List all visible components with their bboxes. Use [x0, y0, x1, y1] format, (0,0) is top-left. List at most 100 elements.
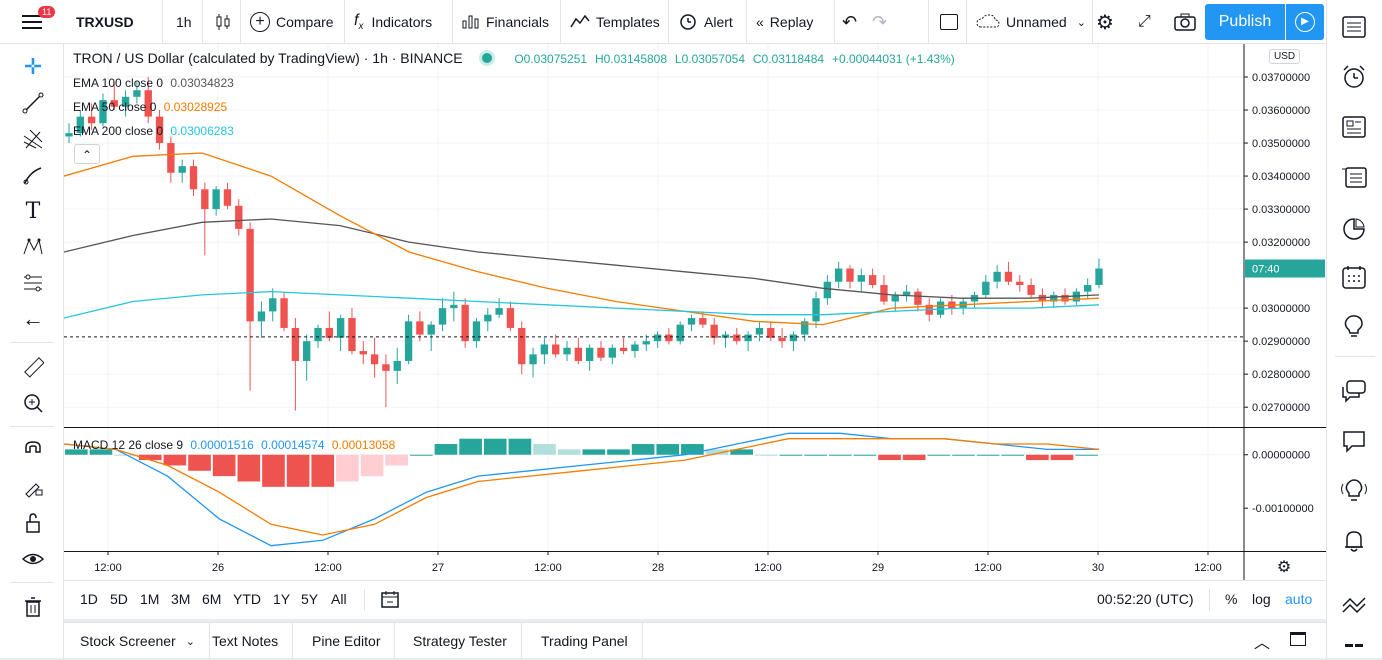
market-status-dot	[482, 53, 493, 63]
arrow-left-icon[interactable]: ←	[22, 306, 44, 331]
range-1d[interactable]: 1D	[80, 591, 98, 607]
axis-settings-gear-icon[interactable]: ⚙	[1277, 559, 1291, 576]
currency-label[interactable]: USD	[1269, 49, 1301, 64]
ema50-legend[interactable]: EMA 50 close 0 0.03028925	[73, 100, 227, 114]
calendar-icon[interactable]	[1339, 262, 1369, 292]
zoom-in-icon[interactable]	[20, 390, 46, 416]
play-button[interactable]: ▶	[1286, 4, 1324, 40]
collapse-legend-button[interactable]: ⌃	[74, 144, 100, 164]
ideas-lightbulb-icon[interactable]	[1339, 312, 1369, 342]
range-5y[interactable]: 5Y	[301, 591, 319, 607]
percent-toggle[interactable]: %	[1225, 591, 1238, 607]
interval-button[interactable]: 1h	[176, 14, 192, 30]
candle-type-icon[interactable]	[214, 0, 232, 44]
macd-histogram-bar	[360, 454, 384, 477]
macd-legend[interactable]: MACD 12 26 close 9 0.00001516 0.00014574…	[73, 438, 395, 452]
alarm-clock-icon[interactable]	[1339, 62, 1369, 92]
order-panel-icon[interactable]	[1339, 590, 1369, 620]
chart-canvas[interactable]: 0.03700000 0.03600000 0.03500000 0.03400000…	[64, 44, 1326, 580]
undo-icon[interactable]: ↶	[842, 11, 858, 32]
magnet-icon[interactable]	[20, 438, 46, 464]
lock-drawing-icon[interactable]	[20, 474, 46, 500]
streams-icon[interactable]	[1339, 476, 1369, 506]
layout-name-button[interactable]: Unnamed ⌄	[976, 0, 1086, 44]
range-1m[interactable]: 1M	[140, 591, 160, 607]
candle-body	[518, 327, 526, 365]
data-window-icon[interactable]	[1339, 162, 1369, 192]
ema200-legend[interactable]: EMA 200 close 0 0.03006283	[73, 124, 234, 138]
text-tool-icon[interactable]: T	[25, 198, 41, 224]
collapse-panel-icon[interactable]: ︿	[1254, 635, 1271, 652]
menu-icon[interactable]	[22, 0, 42, 44]
macd-histogram-bar	[410, 454, 433, 456]
time-tick-label: 28	[652, 562, 664, 574]
tab-pine-editor-label: Pine Editor	[312, 633, 381, 649]
redo-icon[interactable]: ↷	[872, 11, 888, 32]
prediction-icon[interactable]	[20, 270, 46, 296]
eye-icon[interactable]	[20, 546, 46, 572]
news-icon[interactable]	[1339, 112, 1369, 142]
pattern-icon[interactable]	[20, 234, 46, 260]
tab-strategy-tester[interactable]: Strategy Tester	[399, 623, 522, 659]
goto-date-icon[interactable]	[380, 589, 400, 612]
symbol-search[interactable]: TRXUSD	[76, 14, 134, 30]
candle-body	[291, 327, 300, 361]
candle-body	[1016, 281, 1024, 286]
tab-pine-editor[interactable]: Pine Editor	[298, 623, 396, 659]
crosshair-icon[interactable]: ✛	[23, 54, 43, 79]
chart-area[interactable]: 0.03700000 0.03600000 0.03500000 0.03400000…	[64, 44, 1326, 619]
fullscreen-icon[interactable]: ⤢	[1138, 13, 1151, 30]
bar-chart-icon	[462, 13, 480, 32]
tab-trading-panel[interactable]: Trading Panel	[527, 623, 643, 659]
ema100-legend[interactable]: EMA 100 close 0 0.03034823	[73, 76, 234, 90]
compare-button[interactable]: + Compare	[250, 0, 334, 44]
alert-button[interactable]: Alert	[678, 0, 733, 44]
candle-body	[416, 321, 424, 335]
publish-button[interactable]: Publish	[1205, 4, 1285, 40]
range-5d[interactable]: 5D	[110, 591, 128, 607]
candle-body	[438, 308, 447, 325]
range-3m[interactable]: 3M	[171, 591, 191, 607]
brush-icon[interactable]	[20, 162, 46, 188]
dom-icon[interactable]	[1339, 630, 1369, 660]
candle-body	[552, 344, 560, 355]
pitchfork-icon[interactable]	[20, 126, 46, 152]
range-ytd[interactable]: YTD	[233, 591, 261, 607]
layout-name-label: Unnamed	[1006, 14, 1067, 30]
macd-histogram-bar	[607, 449, 630, 455]
templates-button[interactable]: Templates	[570, 0, 660, 44]
range-all[interactable]: All	[331, 591, 347, 607]
trash-icon[interactable]	[20, 594, 46, 620]
financials-button[interactable]: Financials	[462, 0, 549, 44]
notifications-bell-icon[interactable]	[1339, 526, 1369, 556]
fullscreen-layout-icon[interactable]	[940, 0, 958, 44]
hotlist-icon[interactable]	[1339, 214, 1369, 244]
tab-text-notes[interactable]: Text Notes	[198, 623, 294, 659]
candle-body	[653, 334, 662, 342]
ruler-icon[interactable]	[20, 354, 46, 380]
macd-histogram-bar	[705, 449, 729, 455]
utc-clock[interactable]: 00:52:20 (UTC)	[1097, 591, 1194, 607]
trend-line-icon[interactable]	[20, 90, 46, 116]
watchlist-icon[interactable]	[1339, 12, 1369, 42]
auto-toggle[interactable]: auto	[1285, 591, 1313, 607]
settings-gear-icon[interactable]: ⚙	[1096, 11, 1114, 34]
ohlc-close: C0.03118484	[752, 52, 825, 66]
unlock-icon[interactable]	[20, 510, 46, 536]
log-toggle[interactable]: log	[1252, 591, 1271, 607]
macd-histogram-bar	[1050, 454, 1074, 461]
candle-body	[665, 334, 673, 342]
candle-body	[246, 228, 254, 322]
chat-icon[interactable]	[1339, 426, 1369, 456]
indicators-button[interactable]: fx Indicators	[354, 0, 432, 44]
chats-icon[interactable]	[1339, 376, 1369, 406]
range-6m[interactable]: 6M	[202, 591, 222, 607]
candle-body	[314, 327, 322, 342]
replay-button[interactable]: « Replay	[756, 0, 813, 44]
tab-stock-screener[interactable]: Stock Screener ⌄	[66, 623, 210, 659]
maximize-panel-icon[interactable]	[1290, 632, 1306, 646]
macd-histogram-bar	[434, 444, 458, 455]
candle-body	[721, 334, 730, 338]
camera-icon[interactable]	[1174, 0, 1196, 44]
range-1y[interactable]: 1Y	[273, 591, 291, 607]
